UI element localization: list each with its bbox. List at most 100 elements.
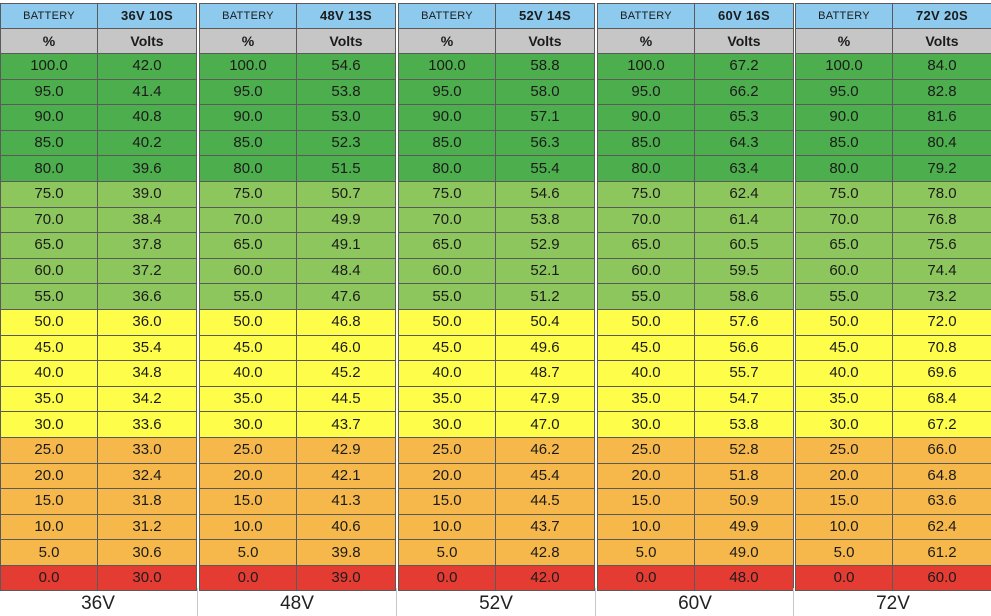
percent-cell: 25.0 [398, 436, 496, 464]
table-row: 95.0 58.0 [398, 78, 595, 106]
percent-cell: 55.0 [398, 283, 496, 310]
voltage-caption: 36V [81, 593, 115, 614]
volts-cell: 34.8 [97, 360, 197, 387]
volts-cell: 45.4 [495, 462, 595, 490]
volts-cell: 47.9 [495, 385, 595, 413]
percent-cell: 75.0 [795, 180, 893, 208]
percent-cell: 55.0 [795, 283, 893, 310]
table-row: 35.0 68.4 [795, 385, 991, 413]
percent-cell: 85.0 [597, 129, 695, 157]
percent-cell: 80.0 [398, 155, 496, 182]
table-row: 55.0 51.2 [398, 283, 595, 310]
volts-cell: 41.4 [97, 78, 197, 106]
percent-cell: 10.0 [199, 513, 297, 541]
table-row: 75.0 54.6 [398, 180, 595, 208]
percent-cell: 95.0 [795, 78, 893, 106]
table-row: 20.0 64.8 [795, 462, 991, 490]
table-row: 10.0 49.9 [597, 513, 794, 541]
percent-cell: 20.0 [0, 462, 98, 490]
percent-cell: 0.0 [597, 564, 695, 592]
volts-cell: 38.4 [97, 206, 197, 234]
table-row: 15.0 31.8 [0, 488, 197, 515]
percent-cell: 50.0 [597, 308, 695, 336]
voltage-table: BATTERY 48V 13S% Volts 100.0 54.6 95.0 53.8 90.… [199, 3, 396, 592]
battery-table-1: BATTERY 36V 10S% Volts 100.0 42.0 95.0 41.4 90.… [0, 0, 197, 616]
table-row: 45.0 35.4 [0, 334, 197, 362]
percent-cell: 100.0 [0, 53, 98, 80]
volts-cell: 54.6 [296, 53, 396, 80]
volts-cell: 63.4 [694, 155, 794, 182]
percent-column-header: % [0, 28, 98, 54]
volts-cell: 51.5 [296, 155, 396, 182]
percent-cell: 50.0 [398, 308, 496, 336]
voltage-caption: 60V [678, 593, 712, 614]
percent-cell: 100.0 [597, 53, 695, 80]
table-row: 85.0 40.2 [0, 129, 197, 157]
table-row: 5.0 39.8 [199, 539, 396, 566]
volts-cell: 46.2 [495, 436, 595, 464]
table-row: 90.0 53.0 [199, 104, 396, 131]
percent-cell: 60.0 [795, 257, 893, 285]
volts-cell: 39.0 [97, 180, 197, 208]
table-row: 15.0 44.5 [398, 488, 595, 515]
percent-cell: 10.0 [0, 513, 98, 541]
battery-table-3: BATTERY 52V 14S% Volts 100.0 58.8 95.0 58.0 90.… [398, 0, 595, 616]
table-row: 40.0 45.2 [199, 360, 396, 387]
volts-cell: 51.2 [495, 283, 595, 310]
volts-cell: 32.4 [97, 462, 197, 490]
percent-cell: 90.0 [0, 104, 98, 131]
volts-cell: 57.1 [495, 104, 595, 131]
percent-cell: 85.0 [795, 129, 893, 157]
volts-cell: 75.6 [892, 232, 991, 259]
volts-cell: 52.3 [296, 129, 396, 157]
percent-cell: 20.0 [199, 462, 297, 490]
table-row: 25.0 42.9 [199, 436, 396, 464]
percent-column-header: % [398, 28, 496, 54]
table-row: 10.0 40.6 [199, 513, 396, 541]
table-row: 100.0 58.8 [398, 53, 595, 80]
table-row: 35.0 34.2 [0, 385, 197, 413]
volts-cell: 37.2 [97, 257, 197, 285]
table-row: 15.0 50.9 [597, 488, 794, 515]
volts-cell: 66.2 [694, 78, 794, 106]
percent-cell: 60.0 [398, 257, 496, 285]
percent-cell: 100.0 [795, 53, 893, 80]
table-row: 95.0 82.8 [795, 78, 991, 106]
volts-cell: 34.2 [97, 385, 197, 413]
volts-cell: 68.4 [892, 385, 991, 413]
table-row: 65.0 60.5 [597, 232, 794, 259]
battery-table-4: BATTERY 60V 16S% Volts 100.0 67.2 95.0 66.2 90.… [597, 0, 794, 616]
percent-cell: 65.0 [398, 232, 496, 259]
volts-cell: 42.9 [296, 436, 396, 464]
column-header-row: % Volts [0, 28, 197, 54]
percent-column-header: % [795, 28, 893, 54]
percent-cell: 95.0 [0, 78, 98, 106]
table-row: 30.0 47.0 [398, 411, 595, 438]
volts-cell: 48.0 [694, 564, 794, 592]
percent-cell: 40.0 [199, 360, 297, 387]
table-row: 85.0 52.3 [199, 129, 396, 157]
percent-cell: 30.0 [597, 411, 695, 438]
table-row: 90.0 40.8 [0, 104, 197, 131]
table-row: 50.0 57.6 [597, 308, 794, 336]
percent-cell: 85.0 [398, 129, 496, 157]
volts-cell: 48.7 [495, 360, 595, 387]
battery-config-title: 48V 13S [296, 3, 396, 29]
volts-cell: 69.6 [892, 360, 991, 387]
volts-cell: 33.6 [97, 411, 197, 438]
table-header-row: BATTERY 60V 16S [597, 3, 794, 29]
volts-cell: 47.0 [495, 411, 595, 438]
volts-cell: 46.8 [296, 308, 396, 336]
volts-cell: 49.9 [296, 206, 396, 234]
table-row: 100.0 67.2 [597, 53, 794, 80]
volts-cell: 42.8 [495, 539, 595, 566]
table-row: 25.0 52.8 [597, 436, 794, 464]
volts-cell: 40.8 [97, 104, 197, 131]
battery-header-label: BATTERY [597, 3, 695, 29]
table-row: 100.0 84.0 [795, 53, 991, 80]
voltage-caption: 52V [479, 593, 513, 614]
volts-cell: 67.2 [694, 53, 794, 80]
volts-column-header: Volts [97, 28, 197, 54]
table-row: 30.0 43.7 [199, 411, 396, 438]
percent-cell: 70.0 [597, 206, 695, 234]
